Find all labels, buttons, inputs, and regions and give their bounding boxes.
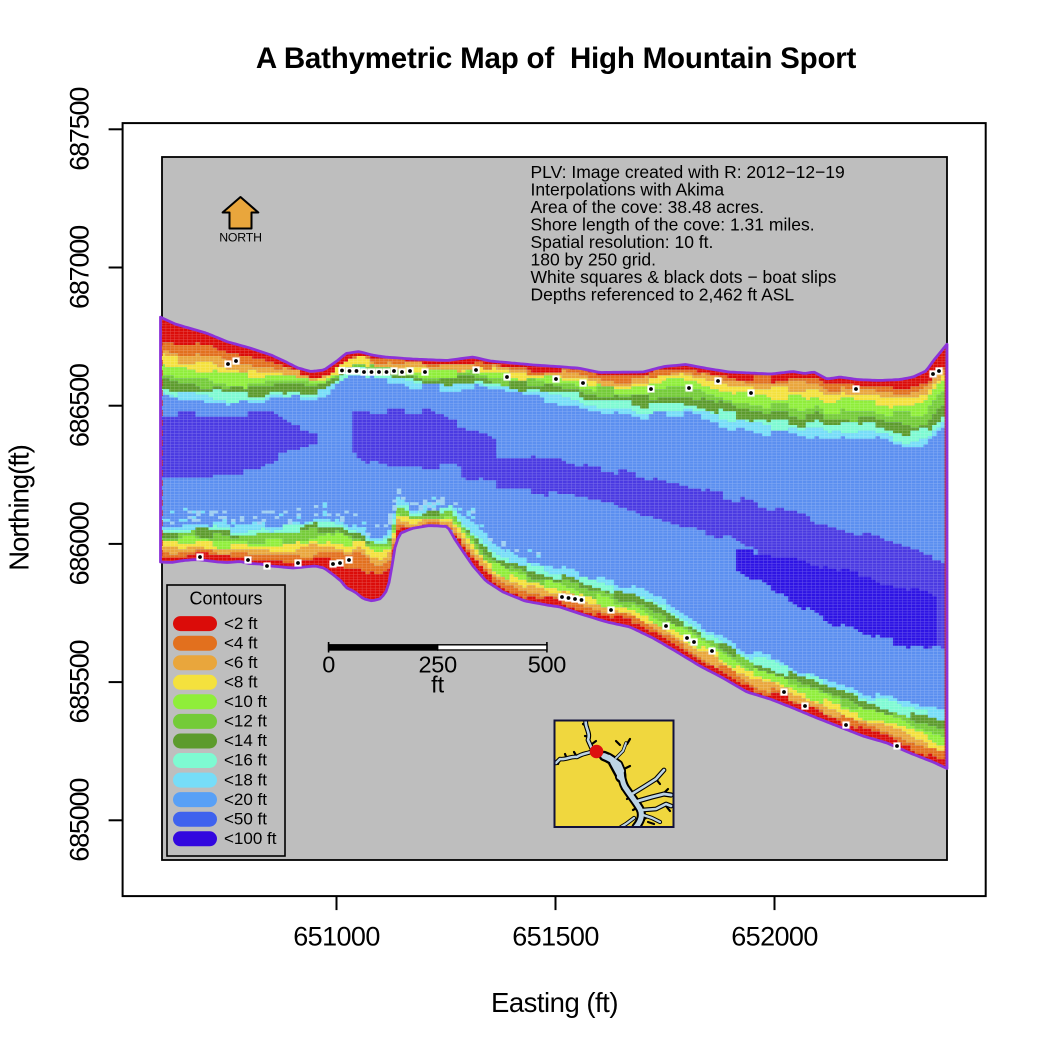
svg-text:685500: 685500: [65, 640, 95, 723]
svg-text:0: 0: [322, 652, 335, 678]
svg-text:Depths referenced to 2,462 ft: Depths referenced to 2,462 ft ASL: [531, 285, 795, 305]
svg-text:<12 ft: <12 ft: [224, 712, 267, 731]
svg-text:Easting (ft): Easting (ft): [491, 987, 618, 1018]
svg-text:Interpolations with Akima: Interpolations with Akima: [531, 179, 725, 199]
svg-text:685000: 685000: [65, 779, 95, 862]
svg-text:<10 ft: <10 ft: [224, 692, 267, 711]
svg-text:Area of the cove: 38.48 acres.: Area of the cove: 38.48 acres.: [531, 197, 764, 217]
svg-text:<100 ft: <100 ft: [224, 829, 277, 848]
svg-text:Contours: Contours: [189, 589, 262, 609]
svg-text:<18 ft: <18 ft: [224, 770, 267, 789]
svg-text:<4 ft: <4 ft: [224, 633, 258, 652]
svg-text:ft: ft: [431, 672, 445, 698]
svg-text:A Bathymetric Map of High Mou: A Bathymetric Map of High Mountain Sport: [256, 42, 857, 75]
svg-text:Northing(ft): Northing(ft): [4, 445, 35, 571]
svg-text:White squares & black dots − b: White squares & black dots − boat slips: [531, 267, 837, 287]
svg-text:180 by 250 grid.: 180 by 250 grid.: [531, 250, 657, 270]
svg-text:<2 ft: <2 ft: [224, 614, 258, 633]
svg-text:651000: 651000: [293, 922, 380, 952]
svg-text:651500: 651500: [512, 922, 599, 952]
svg-text:687000: 687000: [65, 226, 95, 309]
svg-text:686500: 686500: [65, 364, 95, 447]
svg-text:652000: 652000: [731, 922, 818, 952]
svg-text:250: 250: [419, 652, 458, 678]
svg-text:<20 ft: <20 ft: [224, 790, 267, 809]
svg-text:<6 ft: <6 ft: [224, 653, 258, 672]
svg-text:<8 ft: <8 ft: [224, 673, 258, 692]
svg-text:Spatial resolution: 10 ft.: Spatial resolution: 10 ft.: [531, 232, 714, 252]
svg-text:500: 500: [528, 652, 567, 678]
svg-text:687500: 687500: [65, 88, 95, 171]
svg-text:<50 ft: <50 ft: [224, 809, 267, 828]
svg-text:NORTH: NORTH: [219, 231, 262, 245]
svg-text:<14 ft: <14 ft: [224, 731, 267, 750]
svg-text:Shore length of the cove: 1.31: Shore length of the cove: 1.31 miles.: [531, 215, 815, 235]
svg-text:<16 ft: <16 ft: [224, 751, 267, 770]
svg-text:PLV: Image created with R: 201: PLV: Image created with R: 2012−12−19: [531, 162, 845, 182]
svg-text:686000: 686000: [65, 502, 95, 585]
